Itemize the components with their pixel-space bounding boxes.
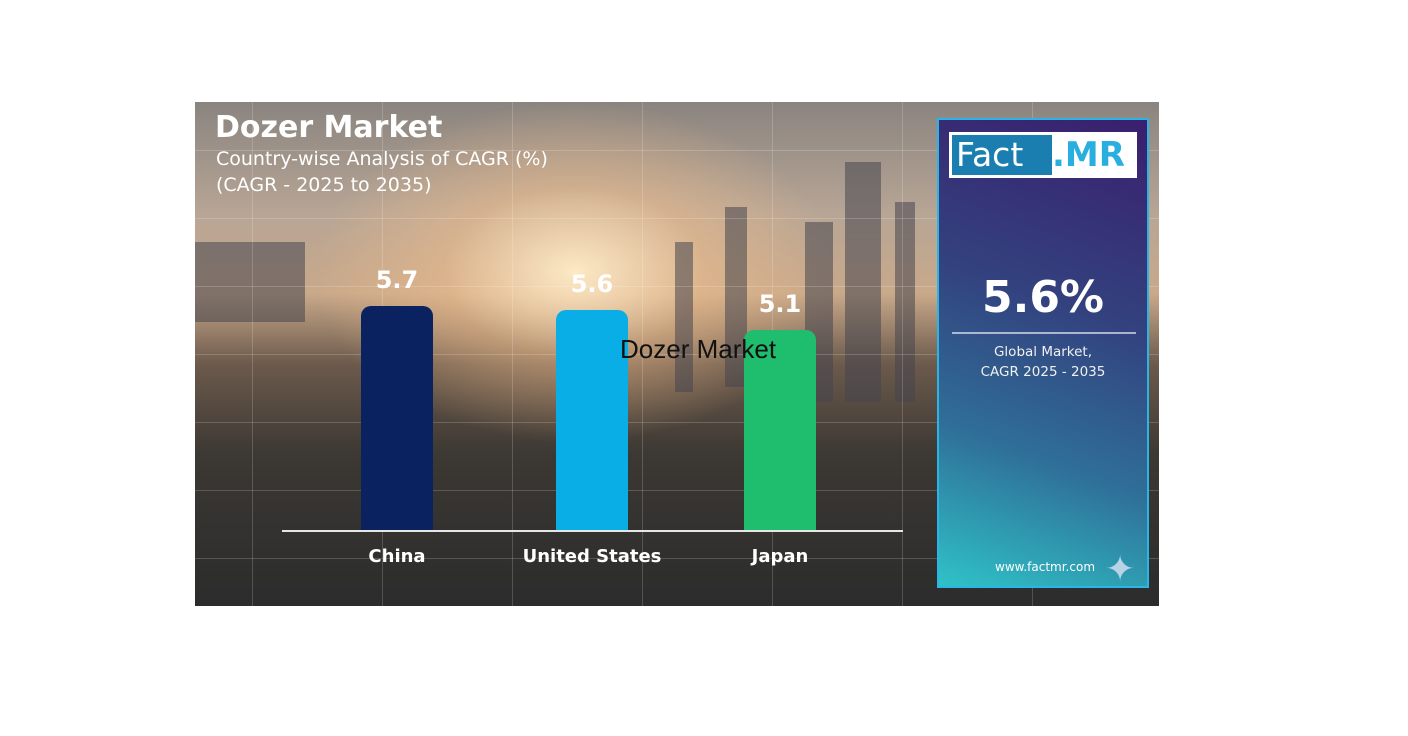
data-label: 5.7: [375, 265, 419, 294]
category-label: China: [368, 546, 426, 567]
overlay-caption: Dozer Market: [620, 334, 777, 364]
grid-line: [195, 354, 1159, 355]
bar-japan: [744, 329, 816, 530]
chart-subtitle-period: (CAGR - 2025 to 2035): [216, 174, 432, 196]
infographic-card: Dozer Market Country-wise Analysis of CA…: [195, 102, 1159, 606]
global-label-line1: Global Market,: [993, 344, 1093, 360]
data-label: 5.1: [758, 289, 802, 318]
grid-line: [252, 102, 253, 606]
grid-line: [902, 102, 903, 606]
factmr-logo: Fact .MR: [949, 132, 1137, 178]
bar-china: [361, 305, 433, 530]
grid-line: [642, 102, 643, 606]
grid-line: [512, 102, 513, 606]
global-label-line2: CAGR 2025 - 2035: [980, 364, 1106, 380]
logo-mr: .MR: [1052, 135, 1125, 175]
x-axis-line: [282, 530, 903, 532]
grid-line: [195, 422, 1159, 423]
sparkle-star-icon: ✦: [1105, 549, 1136, 590]
global-cagr-value: 5.6%: [981, 272, 1105, 323]
logo-fact: Fact: [952, 135, 1052, 175]
category-label: United States: [522, 546, 662, 567]
category-label: Japan: [751, 546, 809, 567]
chart-title: Dozer Market: [215, 110, 443, 145]
grid-line: [195, 490, 1159, 491]
website-link[interactable]: www.factmr.com: [995, 560, 1096, 574]
chart-subtitle: Country-wise Analysis of CAGR (%): [216, 148, 548, 170]
divider: [952, 332, 1136, 334]
grid-line: [195, 558, 1159, 559]
grid-line: [195, 218, 1159, 219]
data-label: 5.6: [570, 269, 614, 298]
grid-line: [195, 286, 1159, 287]
global-cagr-panel: Fact .MR 5.6% Global Market, CAGR 2025 -…: [937, 118, 1149, 588]
grid-line: [195, 150, 1159, 151]
bar-united-states: [556, 309, 628, 530]
